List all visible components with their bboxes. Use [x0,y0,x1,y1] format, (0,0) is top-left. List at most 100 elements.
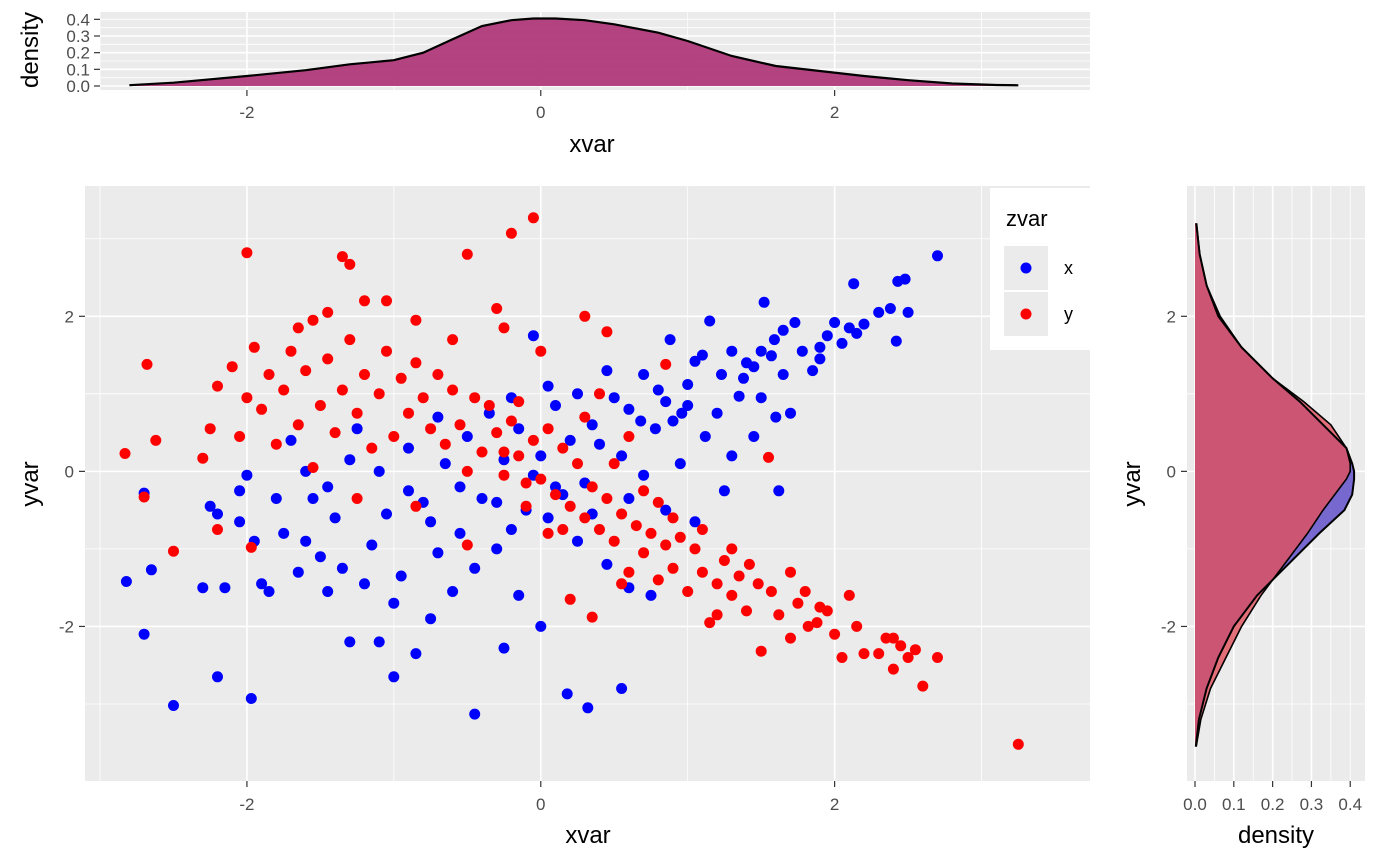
scatter-point-x [890,335,902,347]
scatter-point-y [513,396,525,408]
scatter-point-x [718,485,730,497]
scatter-point-y [336,251,348,263]
scatter-point-x [572,388,583,400]
right-x-tick-label: 0.0 [1183,795,1207,814]
scatter-point-y [638,547,650,559]
scatter-point-y [608,458,620,470]
scatter-point-x [623,403,635,415]
top-y-axis: 0.00.10.20.30.4 [66,10,100,96]
scatter-point-x [676,407,688,419]
scatter-point-y [579,310,591,322]
scatter-point-x [410,648,422,660]
scatter-point-y [682,586,694,597]
scatter-point-y [594,388,605,400]
scatter-point-y [417,392,429,404]
scatter-point-x [765,350,777,362]
scatter-point-y [586,611,598,623]
scatter-point-y [902,652,914,663]
scatter-point-y [138,491,150,503]
scatter-point-y [336,384,348,396]
scatter-point-y [381,345,392,357]
scatter-point-y [226,361,238,373]
legend: zvar x y [990,188,1090,350]
scatter-point-x [716,369,727,380]
scatter-point-x [733,390,745,402]
scatter-point-x [768,334,780,346]
scatter-point-x [667,415,679,427]
scatter-point-x [469,562,481,574]
main-x-axis: -2 0 2 [239,781,839,814]
scatter-point-y [314,400,326,411]
scatter-point-x [664,334,676,346]
scatter-point-x [660,504,672,516]
scatter-point-x [542,512,554,524]
scatter-point-y [564,500,576,512]
scatter-point-x [403,485,414,497]
scatter-point-x [638,469,650,481]
scatter-point-x [814,353,826,365]
scatter-point-y [586,481,598,493]
scatter-point-x [120,576,132,587]
scatter-point-y [425,423,437,435]
scatter-point-y [765,586,777,597]
scatter-point-y [718,555,730,566]
scatter-point-y [263,369,275,380]
scatter-point-y [168,545,179,557]
scatter-point-y [711,578,723,590]
scatter-point-x [858,318,870,330]
main-scatter-panel: -2 0 2 -2 0 2 xvar yvar zvar x y [17,186,1090,849]
scatter-point-x [285,434,297,446]
scatter-point-y [802,620,814,632]
scatter-point-y [932,652,943,663]
scatter-point-x [635,415,647,427]
scatter-point-x [212,508,223,520]
scatter-point-y [212,524,223,535]
main-x-tick-label: 0 [536,795,545,814]
scatter-point-y [476,446,488,458]
scatter-point-x [616,450,628,462]
scatter-point-x [814,341,826,353]
scatter-point-y [733,570,745,582]
scatter-point-y [432,369,444,380]
scatter-point-x [836,337,848,349]
scatter-point-y [285,345,297,357]
top-y-tick-label: 0.1 [66,60,90,79]
scatter-point-y [344,258,356,270]
scatter-point-y [381,295,392,307]
scatter-point-y [373,388,385,400]
top-y-tick-label: 0.4 [66,10,90,29]
top-y-axis-title: density [17,12,44,88]
scatter-point-y [292,419,304,431]
scatter-point-y [535,345,547,357]
scatter-point-x [586,419,598,431]
scatter-point-y [887,663,899,675]
scatter-point-x [796,345,808,357]
scatter-point-x [748,431,760,442]
scatter-point-y [711,609,723,621]
scatter-point-x [366,539,378,551]
scatter-point-y [307,462,319,473]
legend-label-x: x [1064,258,1073,278]
main-y-tick-label: 0 [65,462,74,481]
scatter-point-y [773,609,785,621]
scatter-point-y [461,248,473,260]
scatter-point-y [557,524,569,535]
scatter-point-x [682,379,694,390]
scatter-point-x [601,365,613,377]
scatter-point-y [645,527,657,539]
scatter-point-y [141,358,153,370]
scatter-point-y [755,645,767,657]
scatter-point-y [454,419,466,431]
scatter-point-y [410,314,422,326]
scatter-point-y [726,589,738,601]
scatter-point-x [403,442,414,454]
scatter-point-x [873,306,885,318]
scatter-point-x [884,303,896,314]
scatter-point-x [322,481,334,493]
scatter-point-y [491,427,503,439]
scatter-point-x [513,589,525,601]
right-x-tick-label: 0.3 [1300,795,1324,814]
main-x-tick-label: 2 [830,795,839,814]
scatter-point-y [873,648,885,660]
scatter-point-y [505,227,517,239]
